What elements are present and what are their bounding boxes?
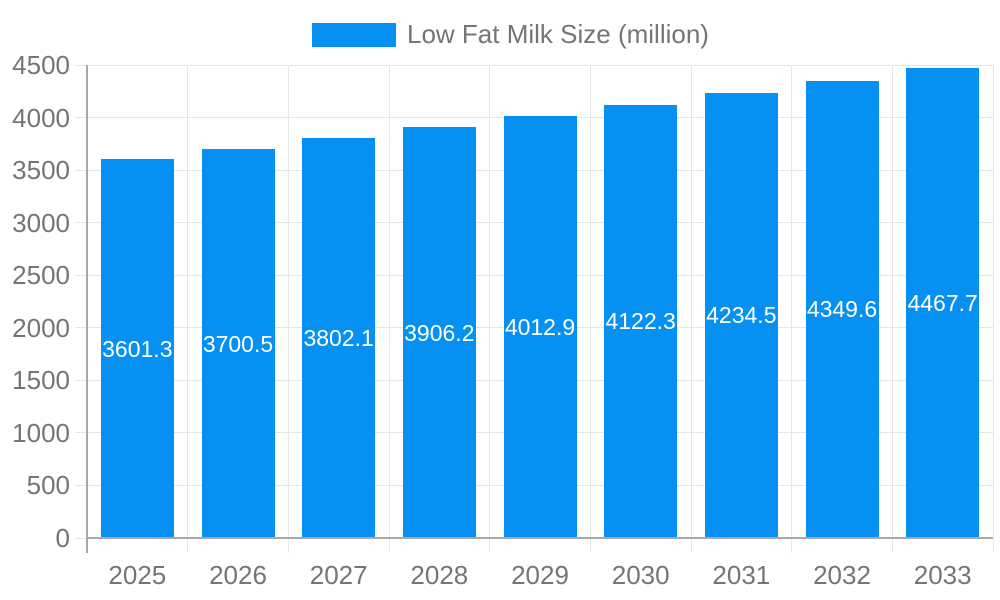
- x-gridline: [992, 65, 994, 553]
- bar-2031[interactable]: [704, 92, 778, 538]
- y-axis-label: 1000: [12, 417, 70, 448]
- x-axis-line: [87, 537, 993, 539]
- y-tick: [75, 169, 87, 171]
- x-gridline: [690, 65, 692, 553]
- y-axis-label: 0: [55, 523, 70, 553]
- bar-2025[interactable]: [100, 159, 174, 538]
- x-gridline: [287, 65, 289, 553]
- bar-2026[interactable]: [201, 149, 275, 538]
- x-gridline: [388, 65, 390, 553]
- bar-2032[interactable]: [805, 80, 879, 538]
- y-axis-label: 500: [26, 470, 70, 501]
- x-axis-label: 2029: [511, 560, 569, 590]
- legend-label: Low Fat Milk Size (million): [407, 19, 709, 49]
- x-axis-label: 2032: [813, 560, 871, 590]
- y-gridline: [87, 64, 993, 66]
- y-tick: [75, 222, 87, 224]
- legend-swatch: [312, 22, 396, 47]
- bar-2029[interactable]: [503, 116, 577, 538]
- x-gridline: [187, 65, 189, 553]
- x-axis-label: 2030: [611, 560, 670, 590]
- y-axis-label: 3000: [12, 207, 70, 238]
- y-tick: [75, 274, 87, 276]
- x-axis-label: 2031: [712, 560, 771, 590]
- y-tick: [75, 117, 87, 119]
- y-axis-line: [86, 65, 88, 553]
- x-gridline: [589, 65, 591, 553]
- bar-2028[interactable]: [402, 127, 476, 538]
- y-tick: [75, 64, 87, 66]
- y-axis-label: 1500: [12, 365, 70, 396]
- legend-item[interactable]: Low Fat Milk Size (million): [312, 19, 709, 50]
- y-tick: [75, 432, 87, 434]
- x-axis-label: 2027: [309, 560, 368, 590]
- y-tick: [75, 484, 87, 486]
- y-axis-label: 3500: [12, 155, 70, 186]
- x-gridline: [891, 65, 893, 553]
- x-gridline: [791, 65, 793, 553]
- x-axis-label: 2028: [410, 560, 469, 590]
- bar-2030[interactable]: [604, 104, 678, 538]
- y-axis-label: 4500: [12, 50, 70, 80]
- y-tick: [75, 327, 87, 329]
- y-tick: [75, 379, 87, 381]
- y-axis-label: 2500: [12, 260, 70, 291]
- y-axis-label: 2000: [12, 312, 70, 343]
- x-axis-label: 2025: [108, 560, 167, 590]
- y-tick: [75, 537, 87, 539]
- x-axis-label: 2033: [913, 560, 972, 590]
- y-axis-label: 4000: [12, 102, 70, 133]
- x-axis-label: 2026: [209, 560, 267, 590]
- bar-2033[interactable]: [906, 68, 980, 538]
- bar-2027[interactable]: [302, 138, 376, 538]
- x-gridline: [489, 65, 491, 553]
